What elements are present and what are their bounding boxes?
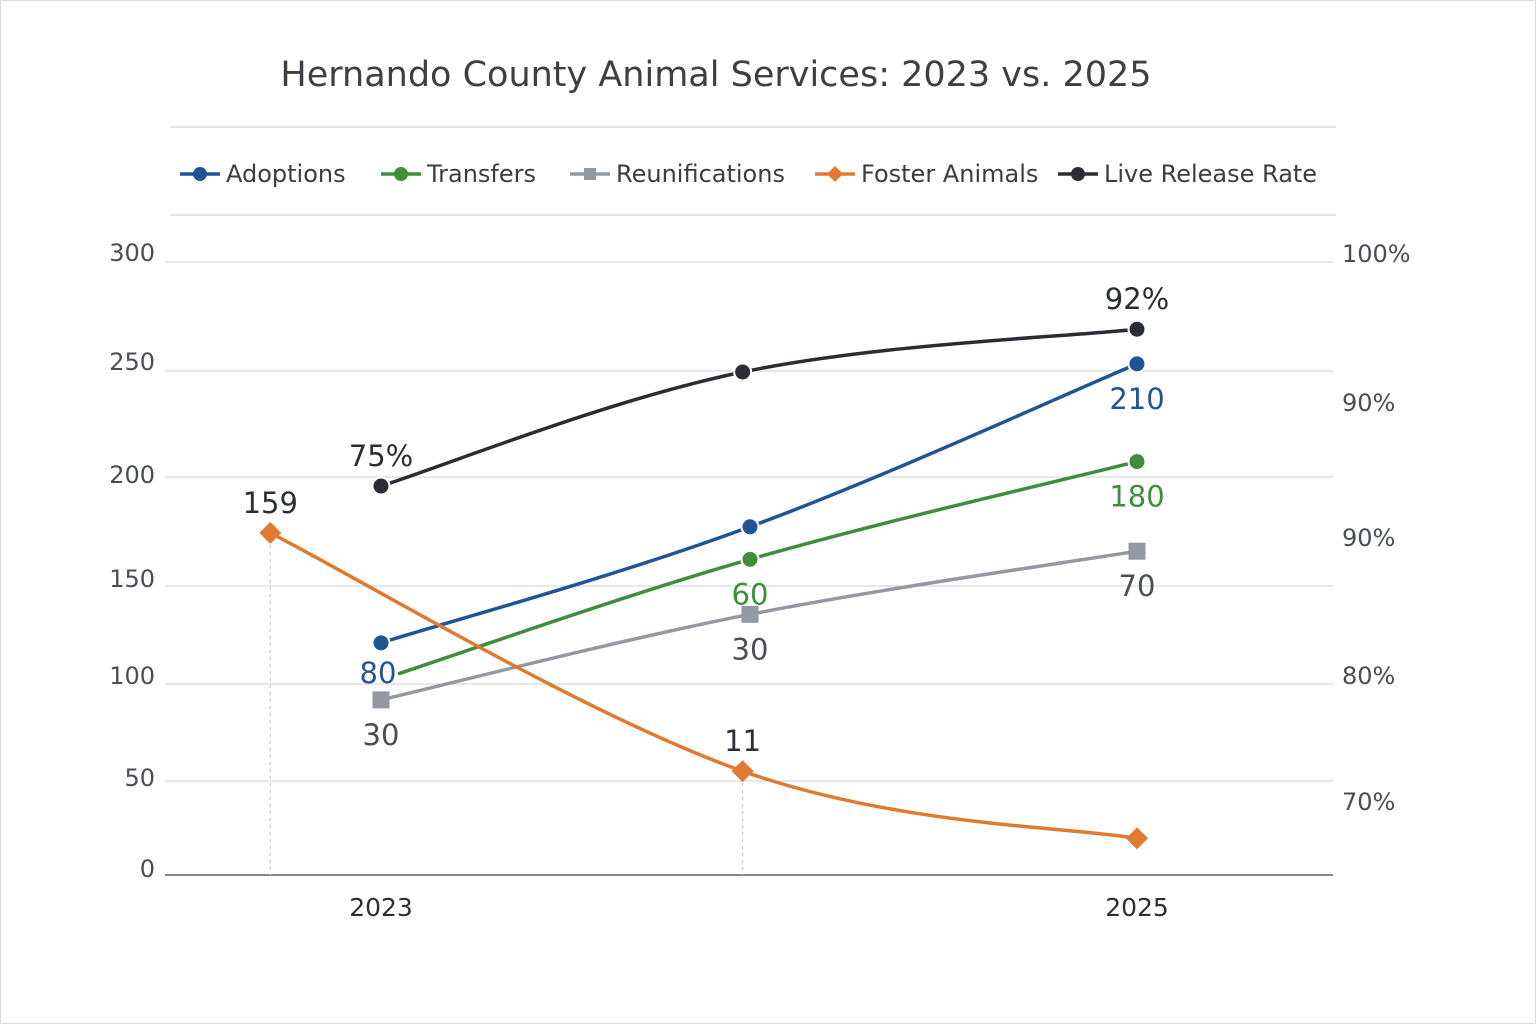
data-label-foster-animals: 159 (243, 486, 298, 520)
data-label-adoptions: 210 (1109, 382, 1164, 416)
left-axis-tick-label: 0 (140, 855, 155, 883)
left-axis-tick-label: 100 (109, 662, 155, 690)
legend-label-reunifications: Reunifications (616, 160, 785, 188)
legend: Adoptions Transfers Reunifications Foster A… (180, 160, 1317, 188)
legend-item-transfers: Transfers (381, 160, 536, 188)
guide-lines (269, 544, 744, 875)
legend-label-transfers: Transfers (426, 160, 536, 188)
data-point-live-release-rate (371, 476, 391, 496)
series-markers (259, 319, 1148, 850)
data-label-reunifications: 30 (732, 632, 769, 666)
legend-marker-adoptions (193, 167, 207, 181)
data-label-live-release-rate: 75% (349, 439, 413, 473)
data-point-adoptions (371, 633, 391, 653)
right-axis-tick-label: 100% (1342, 240, 1411, 268)
right-axis-tick-label: 70% (1342, 788, 1395, 816)
legend-label-foster-animals: Foster Animals (861, 160, 1038, 188)
right-axis-tick-label: 90% (1342, 389, 1395, 417)
legend-item-live-release-rate: Live Release Rate (1058, 160, 1317, 188)
legend-label-live-release-rate: Live Release Rate (1104, 160, 1317, 188)
data-point-transfers (1127, 452, 1147, 472)
data-label-reunifications: 30 (363, 718, 400, 752)
data-point-live-release-rate (733, 362, 753, 382)
legend-marker-live-release-rate (1071, 167, 1085, 181)
legend-item-foster-animals: Foster Animals (815, 160, 1038, 188)
data-point-foster-animals (259, 521, 282, 544)
data-label-live-release-rate: 92% (1105, 282, 1169, 316)
left-axis-tick-label: 200 (109, 461, 155, 489)
right-axis-tick-label: 80% (1342, 662, 1395, 690)
legend-item-reunifications: Reunifications (570, 160, 785, 188)
data-point-reunifications (1128, 542, 1146, 560)
data-point-foster-animals (731, 760, 754, 783)
legend-marker-reunifications (584, 168, 596, 180)
data-label-foster-animals: 11 (724, 724, 761, 758)
left-axis-tick-label: 300 (109, 239, 155, 267)
legend-item-adoptions: Adoptions (180, 160, 346, 188)
chart-title: Hernando County Animal Services: 2023 vs… (280, 55, 1151, 95)
right-axis-tick-label: 90% (1342, 524, 1395, 552)
data-labels: 80 210 60 180 30 30 70 159 11 75% 92% (243, 282, 1170, 758)
data-point-adoptions (1127, 354, 1147, 374)
left-axis-tick-label: 250 (109, 348, 155, 376)
data-point-reunifications (372, 691, 390, 709)
series-line-foster-animals (268, 531, 1139, 841)
legend-marker-foster-animals (827, 166, 843, 182)
legend-marker-transfers (394, 167, 408, 181)
x-axis-tick-label: 2023 (349, 893, 413, 922)
left-axis: 300 250 200 150 100 50 0 (109, 239, 155, 883)
data-label-transfers: 180 (1109, 480, 1164, 514)
right-axis: 100% 90% 90% 80% 70% (1342, 240, 1411, 816)
x-axis-tick-label: 2025 (1105, 893, 1169, 922)
data-point-transfers (740, 549, 760, 569)
data-point-foster-animals (1126, 827, 1148, 850)
data-label-adoptions: 80 (360, 656, 397, 690)
data-point-adoptions (740, 517, 760, 537)
x-axis: 2023 2025 (349, 893, 1169, 922)
data-point-live-release-rate (1127, 319, 1147, 339)
data-point-reunifications (741, 605, 759, 623)
left-axis-tick-label: 50 (124, 764, 155, 792)
left-axis-tick-label: 150 (109, 565, 155, 593)
legend-label-adoptions: Adoptions (226, 160, 346, 188)
data-label-transfers: 60 (732, 577, 769, 611)
data-label-reunifications: 70 (1119, 569, 1156, 603)
